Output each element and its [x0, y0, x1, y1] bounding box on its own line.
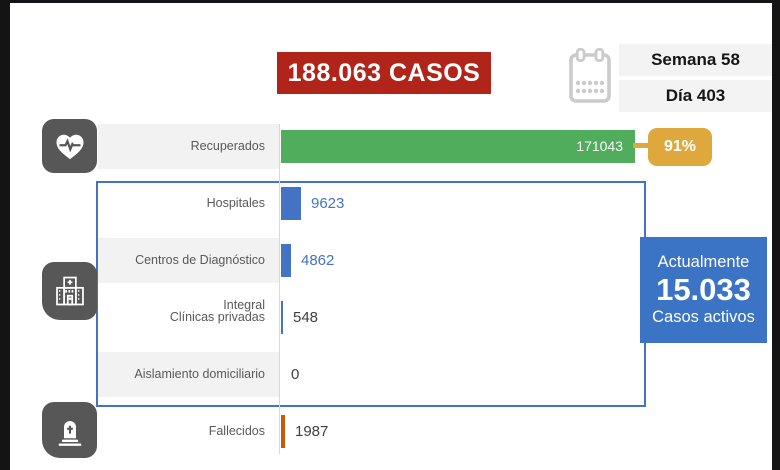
frame-right — [772, 0, 780, 470]
active-cases-box: Actualmente 15.033 Casos activos — [640, 237, 767, 343]
chart-row-clinicas: Clínicas privadas 548 — [98, 295, 758, 340]
week-label: Semana 58 — [651, 50, 740, 69]
bar-hospitales — [281, 187, 301, 220]
heart-pulse-icon — [42, 119, 97, 173]
bar-value: 171043 — [576, 138, 623, 154]
recovered-pct-text: 91% — [663, 138, 697, 155]
category-label: Recuperados — [98, 124, 279, 169]
calendar-icon — [567, 47, 613, 110]
total-cases-box: 188.063 CASOS — [277, 52, 491, 94]
pct-badge-connector — [633, 143, 651, 148]
hospital-icon — [42, 262, 97, 320]
active-cases-value: 15.033 — [656, 272, 751, 308]
category-label: Clínicas privadas — [169, 310, 265, 324]
day-label: Día 403 — [665, 86, 726, 105]
bar-clinicas — [281, 301, 283, 334]
day-badge: Día 403 — [619, 80, 772, 112]
category-label: Hospitales — [206, 196, 265, 210]
bar-value: 548 — [293, 309, 319, 326]
tombstone-icon — [42, 402, 97, 458]
bar-fallecidos — [281, 415, 285, 448]
chart-row-cdi: Centros de Diagnóstico Integral 4862 — [98, 238, 758, 312]
total-cases-text: 188.063 CASOS — [287, 58, 481, 87]
bar-recuperados — [281, 130, 635, 163]
category-label: Aislamiento domiciliario — [98, 352, 279, 397]
bar-value: 1987 — [295, 423, 329, 440]
chart-row-fallecidos: Fallecidos 1987 — [98, 409, 758, 454]
category-label: Fallecidos — [208, 424, 265, 438]
chart-row-hospitales: Hospitales 9623 — [98, 181, 758, 226]
bar-value: 4862 — [301, 252, 335, 269]
chart-row-aislamiento: Aislamiento domiciliario 0 — [98, 352, 758, 397]
active-cases-sublabel: Casos activos — [652, 307, 755, 326]
chart-row-recuperados: Recuperados 171043 — [98, 124, 758, 169]
bar-value: 0 — [291, 366, 300, 383]
category-label: Centros de Diagnóstico Integral — [98, 238, 279, 312]
bar-cdi — [281, 244, 291, 277]
active-cases-label: Actualmente — [657, 253, 750, 272]
bar-value: 9623 — [311, 195, 345, 212]
axis-line — [279, 124, 280, 454]
recovered-pct-badge: 91% — [648, 128, 712, 166]
frame-left — [0, 0, 10, 470]
week-badge: Semana 58 — [619, 44, 772, 76]
frame-top — [0, 0, 780, 3]
